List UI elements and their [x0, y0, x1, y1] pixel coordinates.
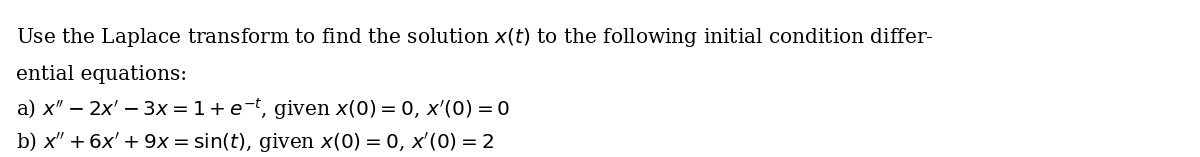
Text: ential equations:: ential equations: — [16, 65, 187, 84]
Text: Use the Laplace transform to find the solution $x(t)$ to the following initial c: Use the Laplace transform to find the so… — [16, 26, 934, 49]
Text: a) $x'' - 2x' - 3x = 1 + e^{-t}$, given $x(0) = 0$, $x'(0) = 0$: a) $x'' - 2x' - 3x = 1 + e^{-t}$, given … — [16, 96, 510, 122]
Text: b) $x'' + 6x' + 9x = \sin(t)$, given $x(0) = 0$, $x'(0) = 2$: b) $x'' + 6x' + 9x = \sin(t)$, given $x(… — [16, 130, 494, 155]
